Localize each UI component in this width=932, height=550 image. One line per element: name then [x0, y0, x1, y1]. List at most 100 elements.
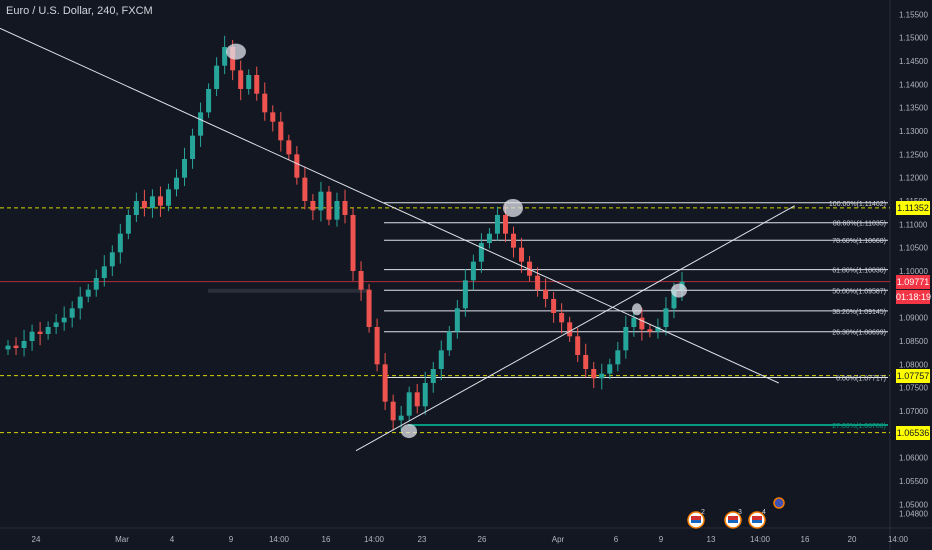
candle-body [615, 350, 621, 365]
symbol-title: Euro / U.S. Dollar, 240, FXCM [6, 5, 153, 17]
y-tick-label: 1.11000 [899, 220, 928, 229]
trendline-ascending [355, 205, 796, 452]
event-flag-stripe [728, 520, 738, 523]
event-flag-stripe [691, 516, 701, 520]
x-tick-label: 4 [170, 535, 175, 544]
fib-label: 26.30%(1.08699) [832, 330, 886, 337]
candle-body [109, 252, 115, 267]
candle-body [671, 289, 677, 309]
candle-body [454, 308, 460, 332]
candle-body [535, 275, 541, 290]
candle-body [559, 313, 565, 323]
event-dot-icon [773, 497, 785, 509]
x-tick-label: 9 [229, 535, 234, 544]
candle-body [478, 243, 484, 262]
candle-body [543, 289, 549, 299]
fib-label: 0.00%(1.07717) [836, 376, 886, 383]
y-tick-label: 1.13000 [899, 127, 928, 136]
candle-body [374, 327, 380, 365]
candle-body [583, 355, 589, 369]
candle-body [69, 308, 75, 318]
y-tick-label: 1.15000 [899, 34, 928, 43]
event-badge-count: 4 [762, 509, 766, 516]
candle-body [438, 350, 444, 369]
x-tick-label: 13 [707, 535, 716, 544]
candle-body [366, 289, 372, 327]
candle-body [519, 247, 525, 262]
candle-body [430, 369, 436, 383]
candle-body [270, 112, 276, 122]
candle-body [182, 159, 188, 178]
candle-body [77, 296, 83, 309]
candle-body [631, 317, 637, 327]
candle-body [575, 336, 581, 355]
candle-body [85, 289, 91, 297]
highlight-marker [503, 199, 523, 217]
candle-body [101, 266, 107, 278]
candle-body [21, 341, 27, 348]
candle-body [326, 191, 332, 220]
candle-body [149, 196, 155, 208]
event-flag-icon [687, 511, 705, 529]
x-tick-label: 14:00 [750, 535, 771, 544]
y-tick-label: 1.15500 [899, 10, 928, 19]
candle-body [494, 215, 500, 234]
candle-body [318, 191, 324, 211]
fib-label: 100.00%(1.11462) [829, 201, 886, 208]
y-tick-label: 1.05500 [899, 477, 928, 486]
event-flag-stripe [752, 516, 762, 520]
candle-body [591, 369, 597, 379]
candle-body [254, 75, 260, 94]
y-tick-label: 1.12000 [899, 174, 928, 183]
candle-body [262, 93, 268, 113]
highlight-marker [401, 424, 417, 439]
x-tick-label: 14:00 [269, 535, 290, 544]
candle-body [165, 189, 171, 206]
highlight-marker [671, 283, 687, 298]
candle-body [286, 140, 292, 155]
candle-body [206, 89, 212, 113]
x-tick-label: 16 [801, 535, 810, 544]
candle-body [406, 392, 412, 416]
y-tick-label: 1.14000 [899, 80, 928, 89]
candle-body [655, 327, 661, 332]
x-tick-label: Mar [115, 535, 129, 544]
candle-body [647, 329, 653, 332]
candle-body [599, 373, 605, 379]
candle-body [350, 215, 356, 271]
candle-body [414, 392, 420, 407]
candle-body [342, 201, 348, 215]
x-tick-label: 16 [322, 535, 331, 544]
candle-body [117, 233, 123, 253]
price-tag-current: 1.09771 [896, 274, 930, 289]
fib-label: 61.80%(1.10030) [832, 268, 886, 275]
candle-body [486, 233, 492, 243]
candle-body [639, 317, 645, 330]
candle-body [198, 112, 204, 136]
candle-body [13, 345, 19, 348]
fib-label: -27.00%(1.06700) [830, 423, 886, 430]
y-tick-label: 1.10500 [899, 244, 928, 253]
candle-body [246, 75, 252, 89]
x-tick-label: Apr [552, 535, 565, 544]
event-flag-icon [724, 511, 742, 529]
event-flag-stripe [728, 516, 738, 520]
candle-body [29, 331, 35, 341]
candle-body [310, 201, 316, 211]
candle-body [141, 201, 147, 208]
candle-body [390, 401, 396, 421]
candle-body [398, 415, 404, 421]
candle-body [302, 177, 308, 201]
candle-body [174, 177, 179, 190]
highlight-marker [632, 303, 642, 316]
grey-zone-band [208, 288, 368, 293]
candle-body [607, 364, 613, 374]
candle-body [37, 331, 43, 334]
x-tick-label: 9 [659, 535, 664, 544]
highlight-marker [226, 43, 246, 60]
candle-body [511, 233, 516, 248]
candle-body [125, 215, 131, 234]
fib-label: 50.00%(1.09587) [832, 288, 886, 295]
